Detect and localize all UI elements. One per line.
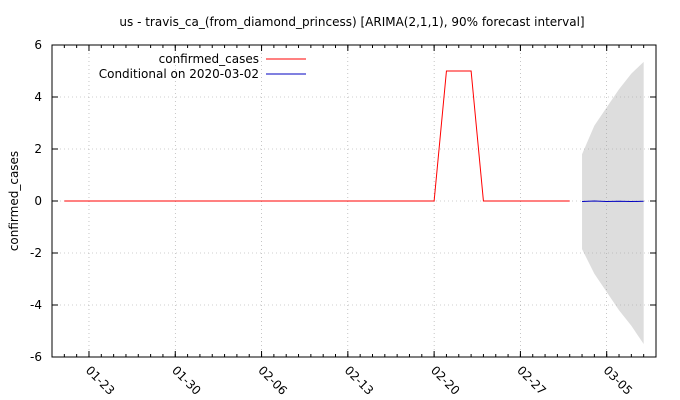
- legend: confirmed_cases Conditional on 2020-03-0…: [99, 52, 306, 81]
- y-tick-label: -2: [30, 246, 42, 260]
- x-tick-label: 03-05: [601, 363, 636, 398]
- x-tick-label: 01-30: [169, 363, 204, 398]
- y-tick-label: -4: [30, 298, 42, 312]
- y-axis-label: confirmed_cases: [7, 151, 21, 251]
- y-tick-label: 6: [34, 38, 42, 52]
- x-tick-label: 02-13: [342, 363, 377, 398]
- chart-title: us - travis_ca_(from_diamond_princess) […: [119, 15, 584, 29]
- y-tick-label: 0: [34, 194, 42, 208]
- x-tick-label: 02-27: [514, 363, 549, 398]
- legend-label-confirmed-cases: confirmed_cases: [159, 52, 259, 66]
- legend-label-conditional: Conditional on 2020-03-02: [99, 67, 259, 81]
- series-line-conditional: [582, 200, 644, 203]
- y-tick-label: -6: [30, 350, 42, 364]
- x-tick-label: 01-23: [83, 363, 118, 398]
- plot-area: -6 -4 -2 0 2 4 6 01-23 01-30 02-06 02-13 02-20 02-27…: [30, 38, 657, 398]
- x-tick-label: 02-20: [428, 363, 463, 398]
- forecast-interval-band: [582, 61, 644, 345]
- y-tick-label: 4: [34, 90, 42, 104]
- series-line-confirmed-cases: [64, 70, 570, 202]
- x-tick-label: 02-06: [255, 363, 290, 398]
- y-tick-label: 2: [34, 142, 42, 156]
